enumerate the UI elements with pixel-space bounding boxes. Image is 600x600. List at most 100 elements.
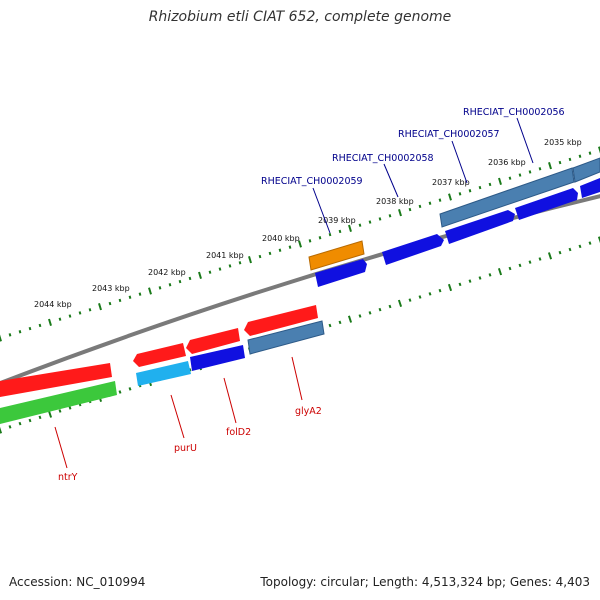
callout-line-0002057 — [451, 140, 468, 184]
major-tick — [347, 315, 353, 323]
gene-green-bottom — [0, 381, 117, 424]
minor-tick — [588, 241, 592, 245]
gene-blue-bottom — [190, 345, 245, 371]
gene-orange-top — [308, 240, 365, 271]
gene-label-0002058: RHECIAT_CH0002058 — [332, 153, 434, 164]
minor-tick — [128, 295, 132, 299]
minor-tick — [418, 204, 422, 209]
callout-line-ntrY — [54, 426, 68, 469]
minor-tick — [538, 257, 542, 261]
minor-tick — [428, 201, 432, 205]
major-tick — [497, 267, 503, 276]
gene-label-0002057: RHECIAT_CH0002057 — [398, 129, 500, 140]
minor-tick — [478, 276, 482, 280]
minor-tick — [358, 223, 362, 227]
minor-tick — [388, 304, 392, 309]
minor-tick — [508, 266, 512, 271]
minor-tick — [8, 333, 12, 337]
gene-labels: RHECIAT_CH0002056 RHECIAT_CH0002057 RHEC… — [58, 107, 565, 483]
kbp-label-2042: 2042 kbp — [148, 268, 186, 277]
minor-tick — [408, 298, 412, 302]
minor-tick — [288, 245, 292, 249]
minor-tick — [188, 276, 192, 281]
major-tick — [148, 287, 152, 295]
major-tick — [98, 303, 102, 311]
minor-tick — [488, 182, 492, 187]
kbp-label-2044: 2044 kbp — [34, 300, 72, 309]
major-tick — [248, 256, 252, 264]
minor-tick — [88, 308, 92, 312]
minor-tick — [438, 198, 442, 202]
minor-tick — [558, 250, 562, 255]
genome-backbone — [0, 194, 600, 386]
minor-tick — [268, 251, 272, 256]
gene-blue-top-1 — [515, 188, 578, 220]
accession-text: Accession: NC_010994 — [9, 575, 146, 589]
gene-steelblue-bottom — [247, 320, 325, 355]
top-strand-features — [308, 157, 600, 287]
gene-label-folD2: folD2 — [226, 427, 251, 438]
minor-tick — [118, 390, 122, 394]
minor-tick — [78, 311, 82, 315]
minor-tick — [208, 270, 212, 274]
minor-tick — [518, 263, 522, 268]
minor-tick — [178, 279, 182, 284]
major-tick — [0, 426, 3, 434]
kbp-label-2043: 2043 kbp — [92, 284, 130, 293]
minor-tick — [168, 283, 172, 287]
gene-blue-top-3 — [445, 210, 515, 244]
major-tick — [547, 252, 553, 260]
gene-steelblue-top-b — [572, 157, 600, 183]
minor-tick — [328, 323, 332, 328]
minor-tick — [238, 261, 242, 265]
minor-tick — [508, 176, 512, 180]
major-tick — [397, 299, 403, 308]
topology-text: Topology: circular; Length: 4,513,324 bp… — [260, 575, 590, 589]
minor-tick — [18, 330, 22, 334]
minor-tick — [568, 157, 572, 162]
minor-tick — [258, 254, 262, 259]
gene-blue-top-2 — [580, 178, 600, 198]
minor-tick — [128, 387, 132, 391]
minor-tick — [228, 264, 232, 268]
minor-tick — [38, 323, 42, 328]
minor-tick — [408, 207, 412, 212]
major-tick — [598, 146, 600, 154]
gene-red-bottom-1 — [244, 305, 318, 336]
minor-tick — [278, 248, 282, 252]
major-tick — [47, 410, 53, 418]
gene-red-bottom-3 — [133, 343, 186, 367]
gene-label-ntrY: ntrY — [58, 472, 78, 483]
minor-tick — [568, 247, 572, 252]
major-tick — [498, 177, 502, 185]
minor-tick — [318, 236, 322, 240]
minor-tick — [418, 295, 422, 299]
minor-tick — [478, 185, 482, 190]
gene-red-bottom-4 — [0, 363, 112, 397]
minor-tick — [38, 415, 42, 420]
minor-tick — [458, 192, 462, 196]
major-tick — [198, 271, 202, 279]
minor-tick — [28, 326, 32, 331]
minor-tick — [458, 282, 462, 287]
callout-line-folD2 — [223, 377, 237, 424]
minor-tick — [338, 320, 342, 325]
callout-line-purU — [170, 394, 185, 439]
minor-tick — [8, 425, 12, 429]
map-title: Rhizobium etli CIAT 652, complete genome — [148, 9, 452, 25]
gene-blue-top-5 — [315, 259, 367, 287]
major-tick — [448, 193, 452, 201]
minor-tick — [368, 311, 372, 315]
callout-line-0002056 — [516, 117, 534, 164]
callout-line-glyA2 — [291, 356, 303, 401]
kbp-label-2038: 2038 kbp — [376, 197, 414, 206]
minor-tick — [108, 301, 112, 306]
gene-red-bottom-2 — [186, 328, 240, 354]
gene-label-purU: purU — [174, 443, 197, 454]
minor-tick — [218, 267, 222, 271]
major-tick — [548, 162, 552, 170]
minor-tick — [28, 418, 32, 423]
minor-tick — [578, 154, 582, 158]
kbp-label-2039: 2039 kbp — [318, 216, 356, 225]
minor-tick — [138, 292, 142, 296]
